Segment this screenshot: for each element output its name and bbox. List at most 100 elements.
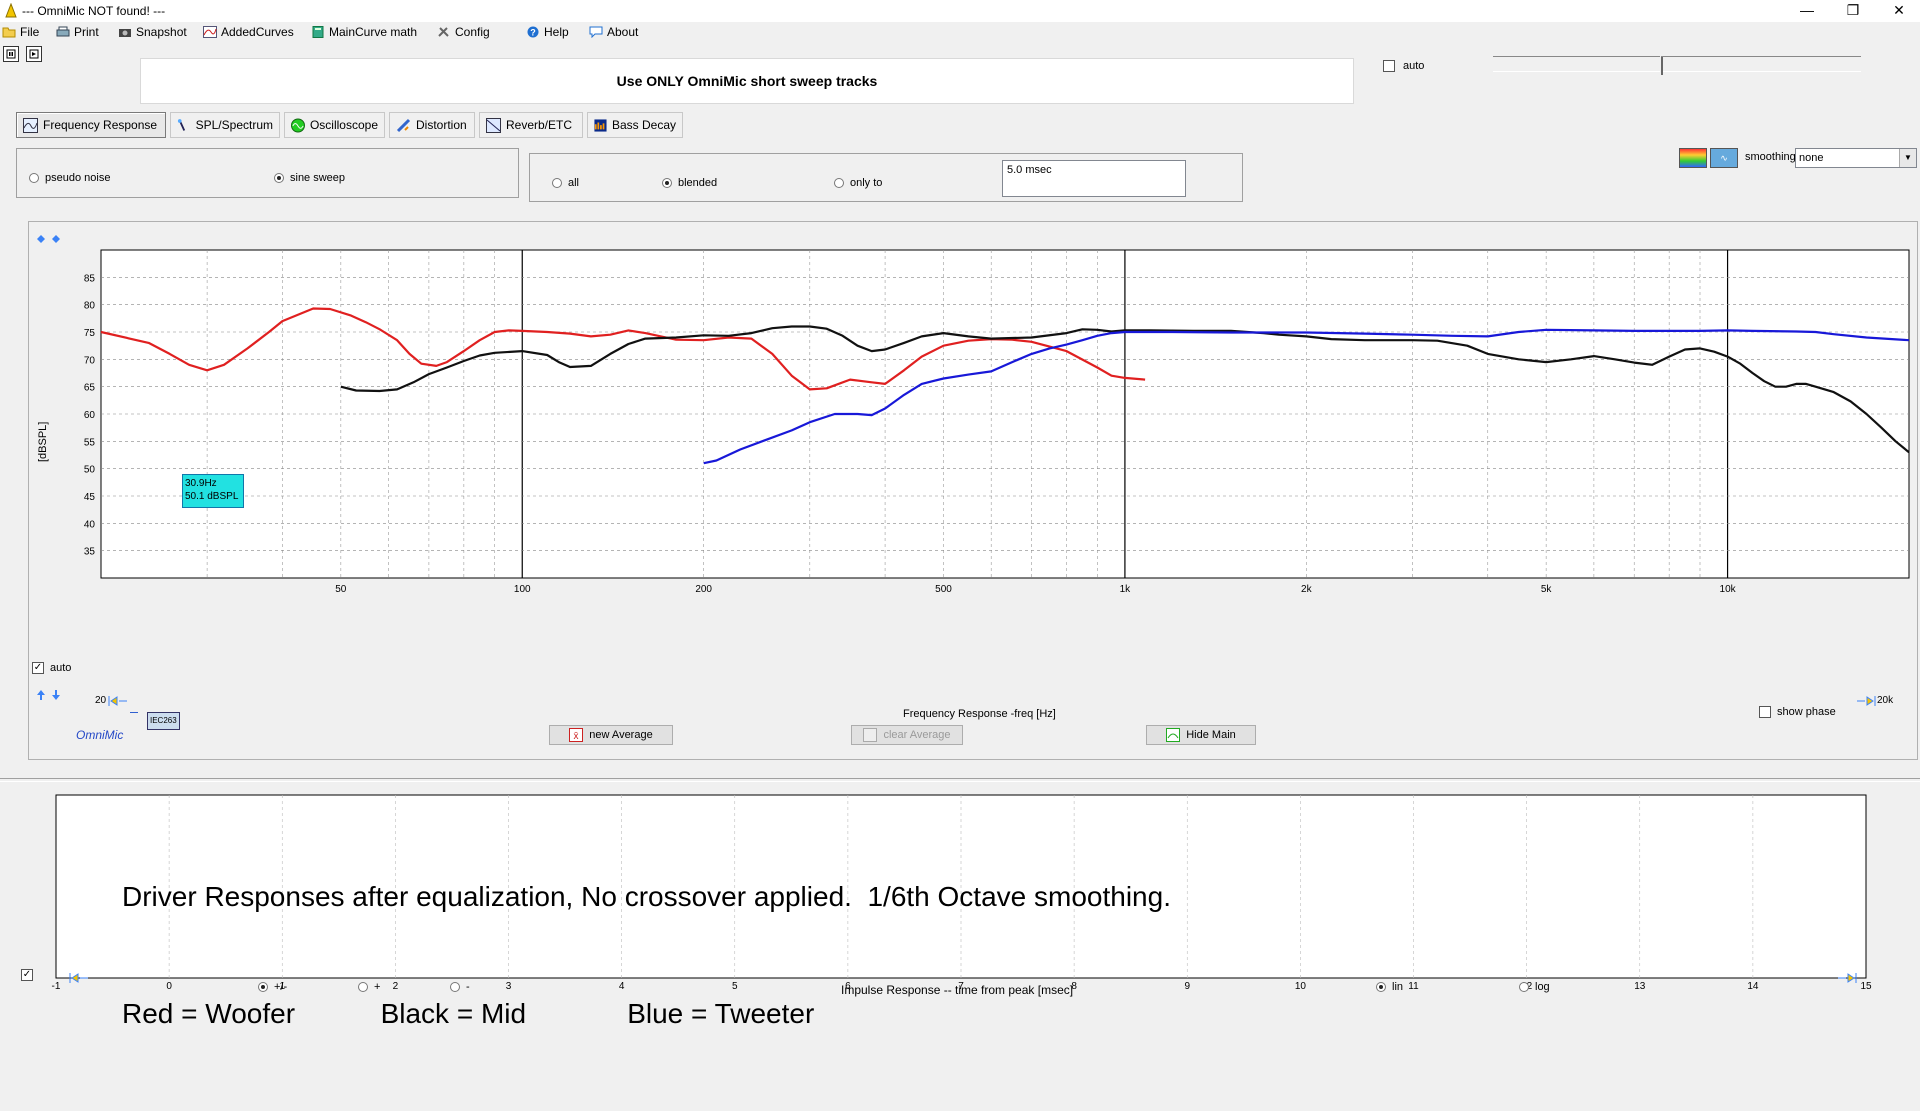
- run-button[interactable]: [26, 46, 42, 62]
- radio-scale-lin-dot: [1376, 982, 1386, 992]
- app-icon: [5, 3, 17, 18]
- pause-button[interactable]: [3, 46, 19, 62]
- radio-pseudo-noise[interactable]: pseudo noise: [29, 172, 110, 184]
- tool-button[interactable]: ∿: [1710, 148, 1738, 168]
- x-scroll-right-icon[interactable]: [1855, 695, 1877, 707]
- radio-polarity-pm[interactable]: +/-: [258, 981, 287, 993]
- menu-print[interactable]: Print: [56, 24, 99, 40]
- minimize-button[interactable]: —: [1800, 2, 1814, 18]
- signal-type-group: pseudo noise sine sweep: [16, 148, 519, 198]
- x-tick-label: 2k: [1301, 584, 1313, 595]
- top-auto-checkbox[interactable]: auto: [1383, 60, 1424, 72]
- calculator-icon: [312, 26, 324, 38]
- top-auto-label: auto: [1403, 60, 1425, 72]
- x-tick-label: 200: [695, 584, 712, 595]
- menu-print-label: Print: [74, 25, 99, 39]
- radio-polarity-minus-label: -: [466, 981, 470, 993]
- menu-maincurve-math[interactable]: MainCurve math: [311, 24, 417, 40]
- radio-polarity-pm-label: +/-: [274, 981, 288, 993]
- ir-x-tick-label: 7: [958, 981, 964, 992]
- microphone-icon: [177, 118, 186, 131]
- y-auto-checkbox[interactable]: ✓ auto: [32, 662, 71, 674]
- radio-sine-sweep[interactable]: sine sweep: [274, 172, 345, 184]
- radio-gate-blended[interactable]: blended: [662, 177, 717, 189]
- radio-polarity-minus[interactable]: -: [450, 981, 470, 993]
- show-phase-checkbox[interactable]: show phase: [1759, 706, 1836, 718]
- menu-config[interactable]: Config: [437, 24, 490, 40]
- frequency-response-icon: [23, 117, 38, 133]
- printer-icon: [56, 26, 70, 37]
- menu-help-label: Help: [544, 25, 569, 39]
- ir-scroll-right-icon[interactable]: [1836, 972, 1858, 984]
- frequency-response-panel: 35 40 45 50 55 60 65 70 75 80 85 50 100 200 500 1k 2k 5k…: [28, 221, 1918, 760]
- iec-badge[interactable]: IEC263: [147, 712, 180, 730]
- radio-gate-only-to[interactable]: only to: [834, 177, 882, 189]
- x-tick-label: 10k: [1720, 584, 1737, 595]
- curves-icon: [203, 26, 217, 38]
- radio-polarity-pm-dot: [258, 982, 268, 992]
- menu-about[interactable]: About: [589, 24, 638, 40]
- tab-distortion[interactable]: Distortion: [389, 112, 475, 138]
- new-average-button[interactable]: x̄ new Average: [549, 725, 673, 745]
- svg-text:?: ?: [530, 28, 536, 38]
- tab-reverb-etc[interactable]: Reverb/ETC: [479, 112, 583, 138]
- menu-file-label: File: [20, 25, 40, 39]
- restore-button[interactable]: ❐: [1846, 2, 1860, 18]
- ir-x-tick-label: 4: [619, 981, 625, 992]
- slider-thumb[interactable]: [1661, 57, 1663, 75]
- chevron-down-icon: ▼: [1899, 149, 1916, 167]
- level-slider-left[interactable]: [1493, 56, 1660, 72]
- y-scroll-arrows[interactable]: [35, 688, 65, 702]
- help-icon: ?: [527, 26, 539, 38]
- omnimic-logo: OmniMic: [76, 728, 124, 742]
- x-axis-label: Frequency Response -freq [Hz]: [903, 708, 1056, 720]
- y-zoom-arrows[interactable]: [35, 232, 65, 246]
- x-start-label: 20: [95, 695, 107, 706]
- y-tick-label: 85: [84, 273, 96, 284]
- radio-polarity-plus[interactable]: +: [358, 981, 380, 993]
- series-line-mid: [340, 325, 1910, 454]
- radio-scale-log-label: log: [1535, 981, 1550, 993]
- hide-main-label: Hide Main: [1186, 729, 1236, 741]
- menu-addedcurves[interactable]: AddedCurves: [203, 24, 294, 40]
- clear-average-button[interactable]: clear Average: [851, 725, 963, 745]
- ir-auto-check[interactable]: ✓: [21, 969, 33, 981]
- radio-pseudo-noise-dot: [29, 173, 39, 183]
- level-slider-right[interactable]: [1661, 56, 1861, 75]
- hide-main-button[interactable]: Hide Main: [1146, 725, 1256, 745]
- cursor-frequency: 30.9Hz: [185, 478, 217, 489]
- menu-file[interactable]: File: [2, 24, 39, 40]
- clear-icon: [863, 728, 878, 742]
- series-line-tweeter: [703, 328, 1910, 465]
- menu-help[interactable]: ? Help: [526, 24, 569, 40]
- tab-bass-decay[interactable]: Bass Decay: [587, 112, 683, 138]
- ir-x-tick-label: 10: [1295, 981, 1307, 992]
- radio-scale-lin[interactable]: lin: [1376, 981, 1403, 993]
- smoothing-select[interactable]: none ▼: [1795, 148, 1917, 168]
- y-auto-check: ✓: [32, 662, 44, 674]
- radio-gate-all[interactable]: all: [552, 177, 579, 189]
- x-tick-label: 5k: [1541, 584, 1553, 595]
- radio-scale-log[interactable]: log: [1519, 981, 1550, 993]
- tab-frequency-response[interactable]: Frequency Response: [16, 112, 166, 138]
- cursor-level: 50.1 dBSPL: [185, 491, 239, 502]
- x-scroll-left-icon[interactable]: [107, 695, 129, 707]
- ir-x-tick-label: 15: [1860, 981, 1872, 992]
- window-title: --- OmniMic NOT found! ---: [22, 4, 166, 18]
- color-palette-button[interactable]: [1679, 148, 1707, 168]
- tools-icon: [438, 27, 449, 37]
- close-button[interactable]: ✕: [1893, 2, 1905, 18]
- annotation-line-1: Driver Responses after equalization, No …: [122, 881, 1171, 912]
- show-phase-label: show phase: [1777, 706, 1836, 718]
- gate-time-input[interactable]: 5.0 msec: [1002, 160, 1186, 197]
- oscilloscope-icon: [291, 118, 305, 132]
- ir-x-tick-label: 3: [506, 981, 512, 992]
- tab-frequency-response-label: Frequency Response: [43, 118, 158, 132]
- radio-gate-blended-dot: [662, 178, 672, 188]
- menu-snapshot[interactable]: Snapshot: [118, 24, 187, 40]
- panel-divider: [0, 778, 1920, 782]
- y-tick-label: 50: [84, 465, 96, 476]
- tab-spl-spectrum[interactable]: SPL/Spectrum: [170, 112, 280, 138]
- ir-scroll-left-icon[interactable]: [68, 972, 90, 984]
- tab-oscilloscope[interactable]: Oscilloscope: [284, 112, 385, 138]
